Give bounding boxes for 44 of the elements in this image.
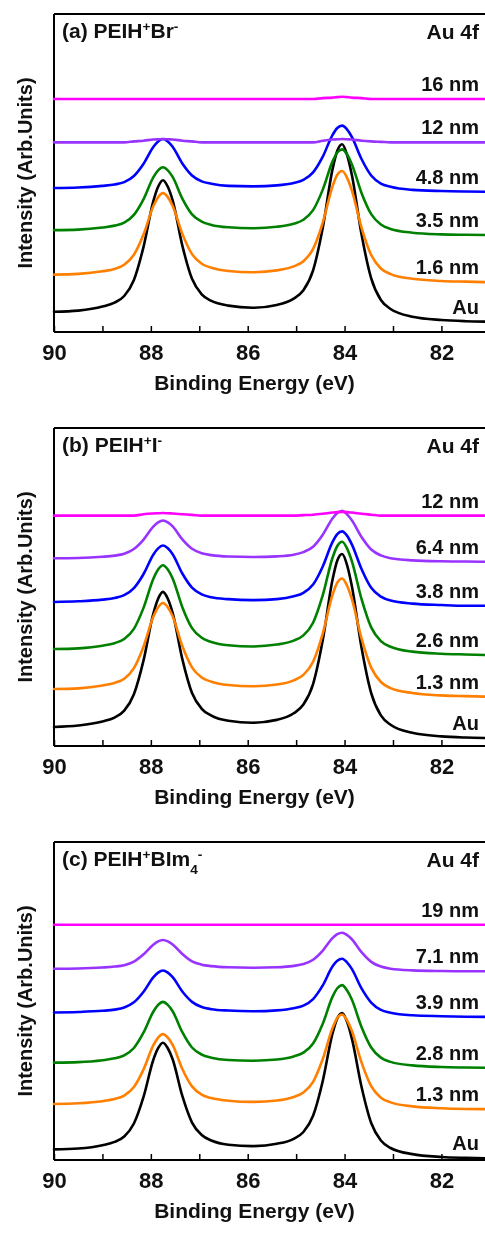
- x-tick-label: 84: [332, 1167, 359, 1193]
- series-label: 1.3 nm: [415, 670, 479, 693]
- series-label: 3.5 nm: [415, 209, 479, 232]
- series-label: 6.4 nm: [415, 535, 479, 558]
- x-axis-title: Binding Energy (eV): [154, 371, 355, 394]
- series-label: 4.8 nm: [415, 165, 479, 188]
- x-tick-label: 82: [429, 339, 455, 365]
- x-tick-label: 84: [332, 753, 359, 779]
- legend-label: Au: [452, 1132, 479, 1155]
- x-axis-title: Binding Energy (eV): [154, 1199, 355, 1222]
- x-tick-label: 82: [429, 1167, 455, 1193]
- text: Au 4f: [426, 434, 481, 457]
- series-label: 7.1 nm: [415, 945, 479, 968]
- x-tick-label: 86: [235, 753, 261, 779]
- series-label: 1.6 nm: [415, 256, 479, 279]
- series-label: 2.6 nm: [415, 628, 479, 651]
- x-tick-label: 86: [235, 1167, 261, 1193]
- series-label: 3.8 nm: [415, 579, 479, 602]
- chart-title: (b) PEIH$^{+}$I$^{-}$: [62, 432, 163, 456]
- series-label: Au: [452, 712, 479, 734]
- series-label: 16 nm: [421, 73, 479, 96]
- x-tick-label: 90: [42, 753, 67, 779]
- x-tick-label: 88: [139, 1167, 164, 1193]
- series-label: 19 nm: [421, 898, 479, 921]
- series-label: 1.3 nm: [415, 1083, 479, 1106]
- text: Au 4f: [426, 848, 481, 871]
- x-tick-label: 82: [429, 753, 455, 779]
- x-tick-label: 90: [42, 1167, 67, 1193]
- x-tick-label: 88: [139, 339, 164, 365]
- y-axis-title: Intensity (Arb.Units): [14, 905, 36, 1097]
- series-label: 12 nm: [421, 489, 479, 512]
- series-label: 2.8 nm: [415, 1041, 479, 1064]
- x-tick-label: 90: [42, 339, 67, 365]
- y-axis-title: Intensity (Arb.Units): [14, 77, 36, 269]
- chart-title: (a) PEIH$^{+}$Br$^{-}$: [62, 18, 179, 42]
- series-label: Au: [452, 295, 479, 318]
- series-label: 3.9 nm: [415, 990, 479, 1013]
- series-label: 12 nm: [421, 116, 479, 139]
- text: Au 4f: [426, 20, 481, 43]
- x-tick-label: 88: [139, 753, 164, 779]
- x-axis-title: Binding Energy (eV): [154, 785, 355, 808]
- x-tick-label: 84: [332, 339, 359, 365]
- y-axis-title: Intensity (Arb.Units): [14, 491, 36, 683]
- x-tick-label: 86: [235, 339, 261, 365]
